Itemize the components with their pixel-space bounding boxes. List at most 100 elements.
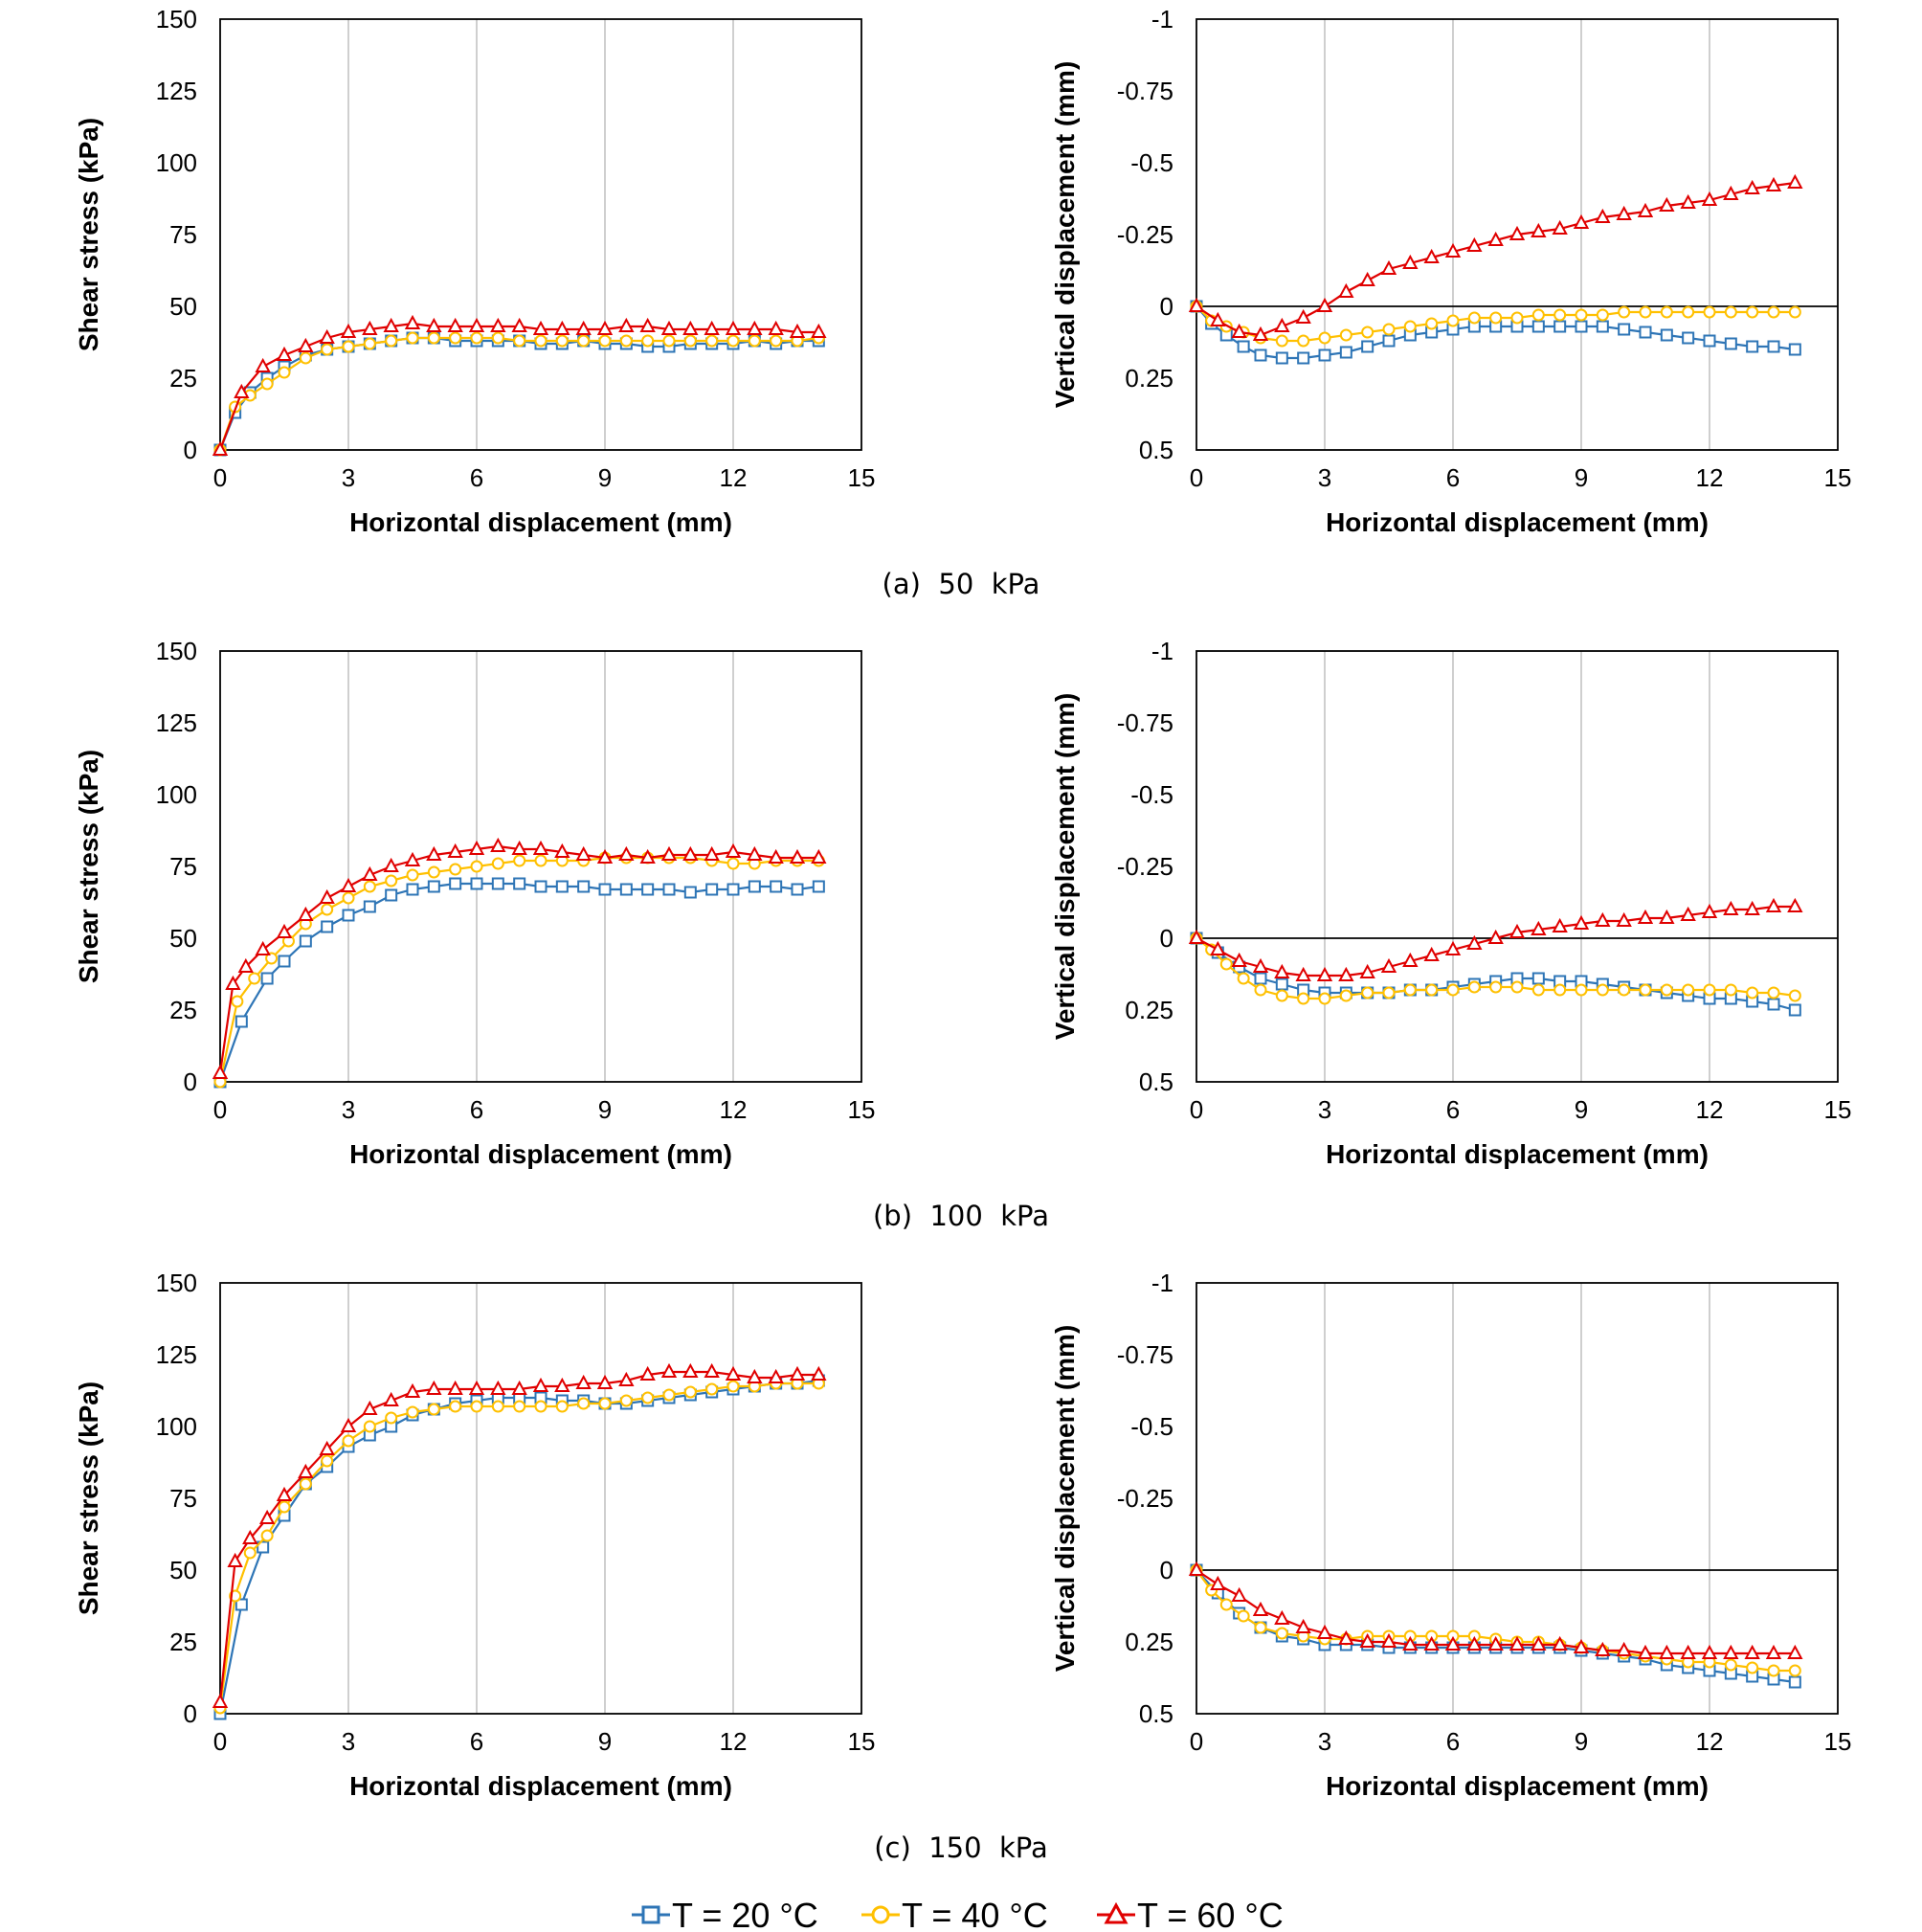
data-point: [726, 883, 740, 896]
data-point: [748, 880, 761, 893]
data-point: [427, 880, 440, 893]
x-tick-label: 15: [1824, 463, 1852, 492]
y-tick-label: -0.5: [1130, 780, 1173, 809]
data-point: [598, 883, 612, 896]
data-point: [449, 331, 462, 345]
data-point: [534, 1400, 548, 1413]
data-point: [491, 857, 504, 870]
data-point: [1275, 977, 1288, 991]
chart-c-vertical: 0 3 6 9 12 15 0.5 0.25 0 -0.25 -0.5 -0.75 -1 Horizont…: [1050, 1269, 1851, 1801]
data-point: [362, 1400, 378, 1415]
data-point: [1423, 946, 1440, 961]
data-point: [511, 840, 527, 855]
data-point: [1531, 920, 1547, 935]
x-axis-title: Horizontal displacement (mm): [1326, 1139, 1709, 1169]
data-point: [1659, 1644, 1675, 1659]
data-point: [1573, 1638, 1590, 1653]
data-point: [1680, 906, 1696, 921]
data-point: [406, 868, 419, 882]
legend-label-20c: T = 20 °C: [672, 1896, 818, 1932]
data-point: [212, 1064, 229, 1079]
data-point: [725, 320, 742, 335]
data-point: [770, 334, 783, 348]
y-tick-label: 75: [169, 852, 197, 881]
x-tick-label: 6: [1446, 1095, 1460, 1124]
data-point: [1338, 282, 1354, 298]
data-point: [1510, 980, 1524, 994]
data-point: [298, 1463, 314, 1478]
data-point: [1316, 966, 1333, 981]
data-point: [1219, 957, 1233, 971]
data-point: [1682, 305, 1695, 319]
data-point: [577, 880, 591, 893]
series-line: [218, 1379, 819, 1715]
data-point: [1510, 311, 1524, 325]
data-point: [747, 845, 763, 861]
y-tick-label: 50: [169, 924, 197, 953]
data-point: [639, 317, 656, 332]
data-point: [1637, 202, 1654, 217]
y-tick-label: 50: [169, 292, 197, 321]
y-tick-label: 0.25: [1125, 996, 1173, 1024]
data-point: [383, 857, 399, 872]
y-axis-title: Shear stress (kPa): [74, 118, 103, 351]
data-point: [705, 1382, 719, 1396]
data-point: [1403, 983, 1417, 997]
data-point: [555, 1400, 569, 1413]
x-tick-label: 0: [1190, 463, 1203, 492]
data-point: [491, 1400, 504, 1413]
y-tick-label: 25: [169, 364, 197, 393]
data-point: [340, 877, 357, 892]
data-point: [768, 1368, 784, 1383]
data-point: [511, 317, 527, 332]
data-point: [1767, 305, 1780, 319]
y-tick-label: 50: [169, 1556, 197, 1584]
data-point: [1274, 317, 1290, 332]
data-point: [532, 1377, 549, 1392]
data-point: [1318, 992, 1331, 1005]
data-point: [554, 1377, 570, 1392]
x-tick-label: 3: [342, 1727, 355, 1756]
y-tick-label: 0.5: [1139, 436, 1173, 464]
y-tick-label: 25: [169, 996, 197, 1024]
x-tick-label: 12: [720, 1095, 748, 1124]
data-point: [1382, 334, 1396, 348]
data-point: [1402, 952, 1419, 967]
data-point: [619, 1394, 633, 1407]
data-point: [1338, 1629, 1354, 1645]
data-point: [1297, 334, 1310, 348]
series-triangle: [1188, 897, 1803, 981]
data-point: [1403, 320, 1417, 333]
chart-b-vertical: 0 3 6 9 12 15 0.5 0.25 0 -0.25 -0.5 -0.75 -1 Horizont…: [1050, 637, 1851, 1169]
x-tick-label: 0: [213, 463, 227, 492]
data-point: [340, 1417, 357, 1432]
x-tick-label: 6: [1446, 1727, 1460, 1756]
data-point: [1531, 972, 1545, 985]
data-point: [385, 1411, 398, 1425]
data-point: [811, 1365, 827, 1381]
x-axis-title: Horizontal displacement (mm): [1326, 507, 1709, 537]
plot-frame: [219, 18, 862, 451]
x-tick-label: 6: [470, 1095, 483, 1124]
data-point: [1724, 1658, 1737, 1672]
data-point: [726, 1380, 740, 1393]
data-point: [704, 1362, 720, 1378]
data-point: [575, 320, 592, 335]
series-triangle: [212, 837, 827, 1079]
data-point: [1660, 305, 1673, 319]
data-point: [1746, 1661, 1759, 1674]
data-point: [1275, 1627, 1288, 1640]
x-tick-label: 9: [1575, 1095, 1588, 1124]
data-point: [1380, 957, 1397, 973]
data-point: [1425, 317, 1439, 330]
data-point: [1788, 1664, 1801, 1677]
series-triangle: [212, 1362, 827, 1708]
data-point: [789, 848, 806, 864]
data-point: [596, 848, 614, 864]
x-tick-label: 12: [1696, 463, 1724, 492]
data-point: [237, 957, 254, 973]
